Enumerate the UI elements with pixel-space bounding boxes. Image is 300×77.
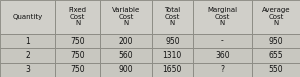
Bar — [100, 48, 152, 63]
Bar — [193, 34, 252, 48]
Bar — [0, 0, 56, 34]
Bar — [100, 0, 152, 34]
Bar — [0, 63, 56, 77]
Text: Total
Cost
N: Total Cost N — [164, 7, 180, 26]
Bar — [56, 34, 100, 48]
Bar — [252, 34, 300, 48]
Text: 200: 200 — [118, 37, 133, 46]
Bar — [56, 63, 100, 77]
Text: 550: 550 — [268, 65, 283, 74]
Text: 1310: 1310 — [163, 51, 182, 60]
Text: 560: 560 — [118, 51, 133, 60]
Text: 750: 750 — [70, 37, 85, 46]
Bar — [252, 48, 300, 63]
Text: 360: 360 — [215, 51, 230, 60]
Text: 750: 750 — [70, 65, 85, 74]
Bar — [56, 48, 100, 63]
Text: Variable
Cost
N: Variable Cost N — [112, 7, 140, 26]
Bar — [252, 63, 300, 77]
Bar — [100, 34, 152, 48]
Text: 900: 900 — [118, 65, 133, 74]
Bar — [100, 63, 152, 77]
Bar — [152, 48, 193, 63]
Bar — [252, 0, 300, 34]
Text: -: - — [221, 37, 224, 46]
Text: 1650: 1650 — [163, 65, 182, 74]
Bar — [193, 0, 252, 34]
Text: 2: 2 — [25, 51, 30, 60]
Text: 3: 3 — [25, 65, 30, 74]
Text: Average
Cost
N: Average Cost N — [262, 7, 290, 26]
Text: Marginal
Cost
N: Marginal Cost N — [207, 7, 237, 26]
Bar — [0, 34, 56, 48]
Text: 655: 655 — [268, 51, 283, 60]
Text: ?: ? — [220, 65, 224, 74]
Bar — [152, 0, 193, 34]
Text: Quantity: Quantity — [13, 14, 43, 20]
Text: 750: 750 — [70, 51, 85, 60]
Text: 950: 950 — [165, 37, 180, 46]
Bar — [152, 63, 193, 77]
Bar — [152, 34, 193, 48]
Bar — [0, 48, 56, 63]
Text: Fixed
Cost
N: Fixed Cost N — [69, 7, 87, 26]
Bar — [56, 0, 100, 34]
Bar — [193, 48, 252, 63]
Bar — [193, 63, 252, 77]
Text: 950: 950 — [268, 37, 283, 46]
Text: 1: 1 — [25, 37, 30, 46]
